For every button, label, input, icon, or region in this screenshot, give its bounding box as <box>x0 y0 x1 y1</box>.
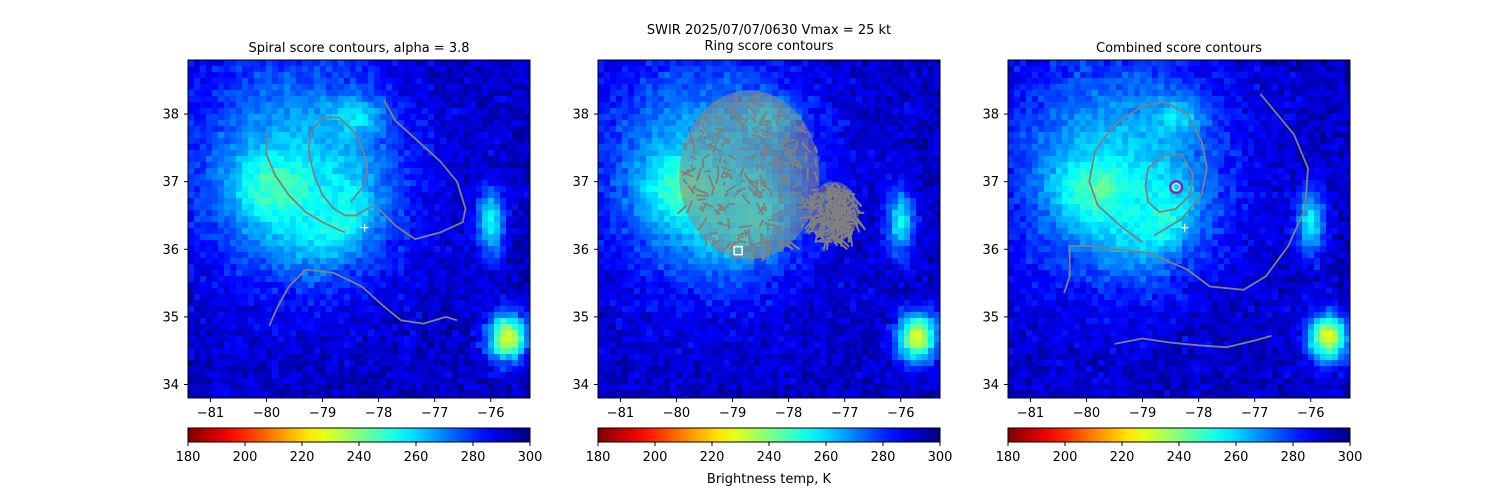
y-tick-label: 38 <box>162 108 179 123</box>
x-tick-label: −77 <box>1241 406 1268 421</box>
x-tick-label: −78 <box>775 406 802 421</box>
y-tick-label: 35 <box>162 310 179 325</box>
ring-score-contours <box>676 90 867 263</box>
y-tick-label: 34 <box>162 378 179 393</box>
score-contour-3 <box>1063 93 1309 294</box>
x-tick-label: −76 <box>477 406 504 421</box>
y-tick-label: 38 <box>982 108 999 123</box>
y-tick-label: 35 <box>982 310 999 325</box>
colorbar-tick-label: 220 <box>700 450 725 465</box>
chart-panel-3: −81 −80 −79 −78 −77 −76 34 35 36 37 38 Combined sco… <box>982 41 1362 465</box>
colorbar-tick-label: 240 <box>1167 450 1192 465</box>
colorbar-label: Brightness temp, K <box>706 472 832 487</box>
axes-frame <box>187 59 531 399</box>
x-tick-label: −77 <box>831 406 858 421</box>
y-tick-label: 37 <box>572 175 589 190</box>
colorbar-tick-label: 240 <box>347 450 372 465</box>
chart-panel-2: −81 −80 −79 −78 −77 −76 34 35 36 37 38 180 200 220 240… <box>572 59 953 465</box>
score-contour-3 <box>377 100 467 240</box>
center-plus-marker <box>360 223 369 232</box>
y-tick-label: 35 <box>572 310 589 325</box>
axes-frame <box>1007 59 1351 399</box>
colorbar: 180 200 220 240 260 280 300 <box>586 427 953 465</box>
x-tick-label: −76 <box>887 406 914 421</box>
colorbar: 180 200 220 240 260 280 300 <box>996 427 1363 465</box>
score-contour-1 <box>1088 101 1208 244</box>
chart-panel-1: −81 −80 −79 −78 −77 −76 34 35 36 37 38 Spiral score… <box>162 41 542 465</box>
colorbar-tick-label: 280 <box>1281 450 1306 465</box>
y-tick-label: 38 <box>572 108 589 123</box>
heatmap-image <box>1008 60 1350 398</box>
colorbar-tick-label: 220 <box>1110 450 1135 465</box>
y-tick-label: 36 <box>982 243 999 258</box>
colorbar-tick-label: 200 <box>1053 450 1078 465</box>
colorbar-tick-label: 240 <box>757 450 782 465</box>
colorbar-gradient <box>597 427 941 443</box>
x-tick-label: −78 <box>365 406 392 421</box>
colorbar-tick-label: 180 <box>996 450 1021 465</box>
x-tick-label: −78 <box>1185 406 1212 421</box>
y-tick-label: 36 <box>572 243 589 258</box>
x-tick-label: −80 <box>1073 406 1100 421</box>
panel-title: Spiral score contours, alpha = 3.8 <box>248 41 469 56</box>
x-tick-label: −81 <box>197 406 224 421</box>
heatmap-image <box>598 60 940 398</box>
colorbar-gradient <box>187 427 531 443</box>
x-tick-label: −80 <box>253 406 280 421</box>
score-contour-4 <box>1114 334 1272 349</box>
colorbar-tick-label: 300 <box>928 450 953 465</box>
y-tick-label: 34 <box>572 378 589 393</box>
score-contour-2 <box>307 116 377 217</box>
colorbar-tick-label: 280 <box>871 450 896 465</box>
center-circle-marker <box>1169 179 1184 195</box>
x-tick-label: −76 <box>1297 406 1324 421</box>
score-contour-1 <box>265 134 346 234</box>
x-tick-label: −80 <box>663 406 690 421</box>
score-contour-4 <box>268 268 458 327</box>
score-contour-2 <box>1144 153 1194 213</box>
colorbar-tick-label: 180 <box>176 450 201 465</box>
colorbar-tick-label: 200 <box>643 450 668 465</box>
y-tick-label: 37 <box>982 175 999 190</box>
colorbar-tick-label: 220 <box>290 450 315 465</box>
x-tick-label: −79 <box>1129 406 1156 421</box>
colorbar-tick-label: 300 <box>1338 450 1363 465</box>
x-tick-label: −79 <box>719 406 746 421</box>
heatmap-image <box>188 60 530 398</box>
colorbar: 180 200 220 240 260 280 300 <box>176 427 543 465</box>
colorbar-tick-label: 300 <box>518 450 543 465</box>
x-tick-label: −77 <box>421 406 448 421</box>
y-tick-label: 34 <box>982 378 999 393</box>
y-tick-label: 36 <box>162 243 179 258</box>
colorbar-tick-label: 260 <box>404 450 429 465</box>
x-tick-label: −81 <box>1017 406 1044 421</box>
center-square-marker <box>733 245 743 256</box>
colorbar-gradient <box>1007 427 1351 443</box>
figure-suptitle: SWIR 2025/07/07/0630 Vmax = 25 kt <box>646 23 892 38</box>
colorbar-tick-label: 260 <box>814 450 839 465</box>
x-tick-label: −79 <box>309 406 336 421</box>
x-tick-label: −81 <box>607 406 634 421</box>
y-tick-label: 37 <box>162 175 179 190</box>
panel-title: Combined score contours <box>1096 41 1262 56</box>
colorbar-tick-label: 200 <box>233 450 258 465</box>
axes-frame <box>597 59 941 399</box>
colorbar-tick-label: 180 <box>586 450 611 465</box>
ring-panel-title: Ring score contours <box>704 39 834 54</box>
center-plus-marker <box>1180 223 1189 232</box>
colorbar-tick-label: 260 <box>1224 450 1249 465</box>
colorbar-tick-label: 280 <box>461 450 486 465</box>
